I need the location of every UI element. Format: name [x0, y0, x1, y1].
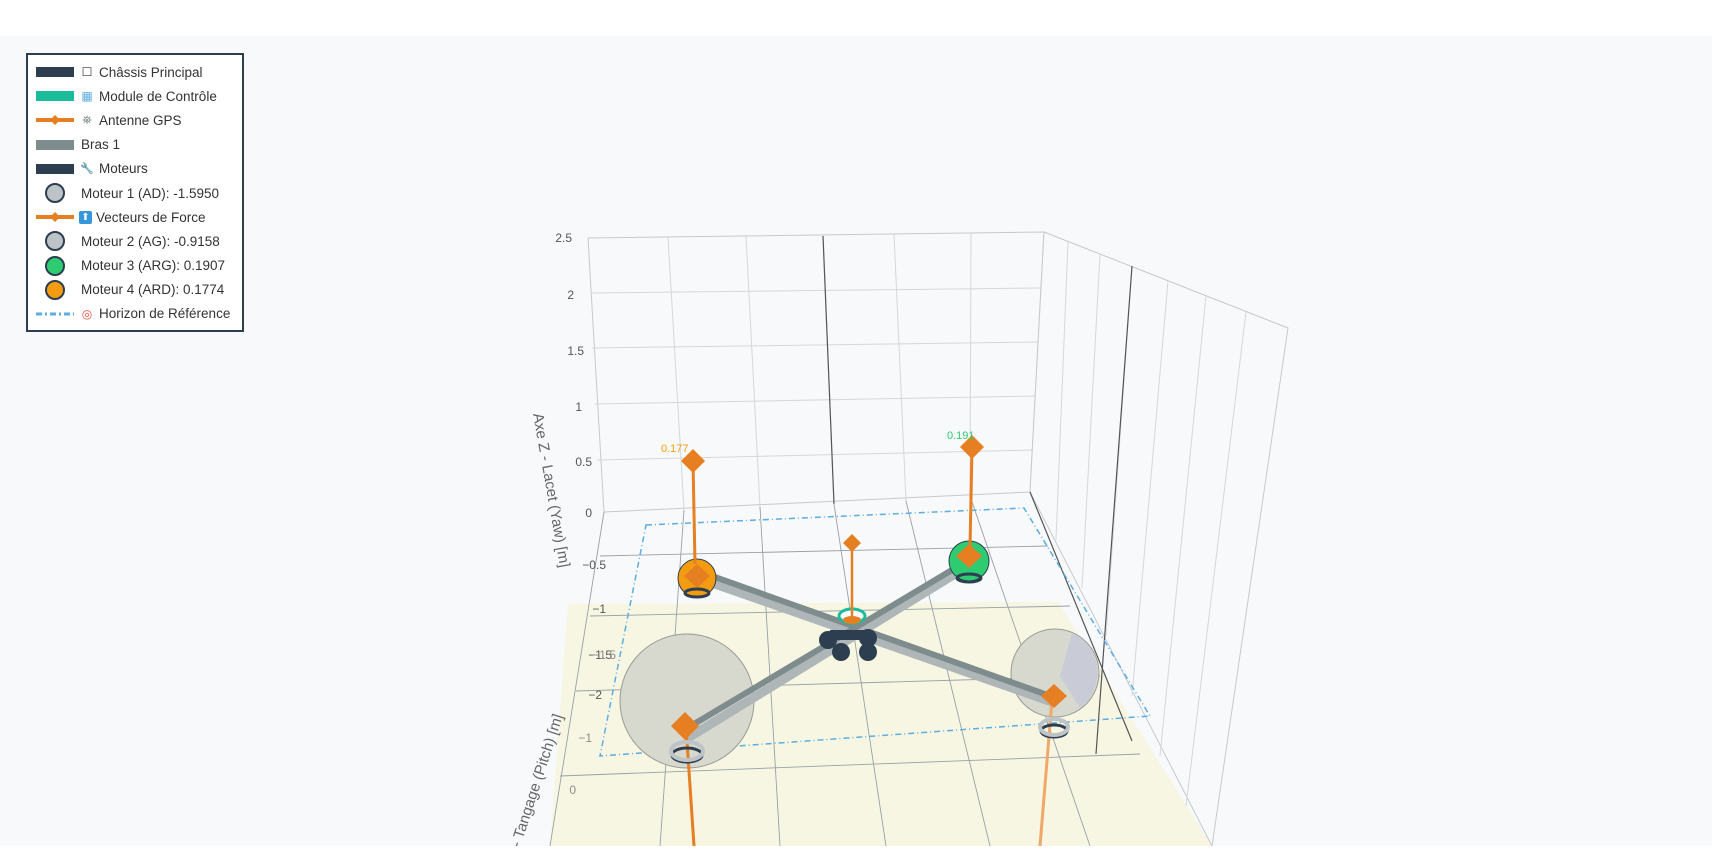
- force-vector-motor-2: [684, 725, 696, 846]
- z-tick: −1.5: [588, 648, 612, 662]
- legend-symbol: [45, 255, 65, 276]
- legend-item[interactable]: Bras 1: [28, 133, 242, 157]
- legend-label: Moteurs: [99, 161, 148, 177]
- legend-label: Moteur 4 (ARD): 0.1774: [81, 282, 225, 298]
- z-tick: 0.5: [575, 455, 592, 469]
- motor-4-value-label: 0.177: [661, 443, 689, 455]
- arrow-up-icon: ⬆: [79, 210, 92, 224]
- legend-symbol: [36, 67, 74, 78]
- grid-icon: ▦: [81, 89, 93, 104]
- chassis-body: [830, 630, 866, 640]
- y-tick: −1.5: [592, 648, 616, 662]
- legend-label: Moteur 3 (ARG): 0.1907: [81, 258, 226, 274]
- legend-label: Antenne GPS: [99, 112, 182, 128]
- force-vector-motor-3-tip[interactable]: [960, 435, 984, 459]
- motor-1-marker[interactable]: [1041, 684, 1067, 708]
- chassis-motor-mount: [859, 643, 877, 661]
- motor-3-base: [955, 572, 983, 584]
- arm-rear-right-shadow: [685, 562, 971, 742]
- legend-item[interactable]: Moteur 2 (AG): -0.9158: [28, 229, 242, 253]
- z-axis-ticks: 2.5 2 1.5 1 0.5 0 −0.5 −1 −1.5 −2: [555, 231, 612, 702]
- legend-symbol: [45, 231, 65, 252]
- z-tick: 2: [567, 288, 574, 302]
- target-icon: ◎: [81, 306, 93, 321]
- legend-item[interactable]: Moteur 1 (AD): -1.5950: [28, 181, 242, 205]
- legend-symbol: [36, 115, 74, 126]
- legend-symbol: [45, 279, 65, 300]
- legend-label: Horizon de Référence: [99, 306, 231, 322]
- legend-item[interactable]: 🔧 Moteurs: [28, 157, 242, 181]
- legend-label: Moteur 2 (AG): -0.9158: [81, 233, 220, 249]
- 3d-plot-area[interactable]: 2.5 2 1.5 1 0.5 0 −0.5 −1 −1.5 −2 −1.5 −…: [0, 36, 1712, 846]
- control-module-core: [843, 616, 861, 624]
- z-axis-title: Axe Z - Lacet (Yaw) [m]: [529, 412, 573, 569]
- legend-symbol: [36, 91, 74, 102]
- square-outline-icon: ☐: [81, 65, 93, 80]
- legend-item[interactable]: ⬆ Vecteurs de Force: [28, 205, 242, 229]
- force-vector-motor-4: [691, 461, 697, 565]
- force-vector-motor-3: [968, 447, 974, 549]
- drone-3d-scene[interactable]: 2.5 2 1.5 1 0.5 0 −0.5 −1 −1.5 −2 −1.5 −…: [0, 36, 1712, 846]
- motor-3-value-label: 0.191: [947, 430, 975, 442]
- legend-label: Bras 1: [81, 137, 121, 153]
- legend-label: Châssis Principal: [99, 64, 203, 80]
- legend-item[interactable]: ☐ Châssis Principal: [28, 60, 242, 84]
- legend-symbol: [36, 139, 74, 150]
- motor-3-marker[interactable]: [956, 544, 982, 568]
- legend-item[interactable]: Moteur 4 (ARD): 0.1774: [28, 278, 242, 302]
- chassis-motor-mount: [819, 631, 837, 649]
- chassis-motor-mount: [859, 629, 877, 647]
- y-axis-ticks: −1.5 −1 0: [569, 648, 616, 797]
- motor-1-disc-shade: [1060, 633, 1098, 708]
- legend-symbol: [36, 212, 74, 223]
- z-tick: 1.5: [567, 344, 584, 358]
- legend-label: Moteur 1 (AD): -1.5950: [81, 185, 220, 201]
- z-tick: −0.5: [582, 558, 606, 572]
- legend-symbol: [36, 163, 74, 174]
- motor-4-marker[interactable]: [684, 564, 710, 588]
- back-wall-vertical-axis: [822, 235, 835, 505]
- motor-2-marker[interactable]: [671, 712, 699, 740]
- z-tick: −1: [592, 602, 606, 616]
- wrench-icon: 🔧: [80, 163, 94, 176]
- legend-symbol: [36, 312, 74, 316]
- legend-item[interactable]: Moteur 3 (ARG): 0.1907: [28, 254, 242, 278]
- legend-item[interactable]: ◎ Horizon de Référence: [28, 302, 242, 326]
- right-wall-grid: [1029, 231, 1289, 846]
- z-tick: −2: [588, 688, 602, 702]
- legend-label: Module de Contrôle: [99, 88, 217, 104]
- gps-antenna-marker[interactable]: [843, 534, 861, 552]
- satellite-icon: ⛯: [82, 112, 92, 127]
- z-tick: 2.5: [555, 231, 572, 245]
- legend: ☐ Châssis Principal ▦ Module de Contrôle…: [26, 53, 244, 333]
- right-wall-axis-2: [1029, 491, 1133, 742]
- force-vector-motor-4-tip[interactable]: [681, 449, 705, 473]
- z-tick: 1: [575, 400, 582, 414]
- legend-item[interactable]: ⛯ Antenne GPS: [28, 108, 242, 132]
- chassis-motor-mount: [832, 643, 850, 661]
- motor-2-ring: [669, 740, 705, 762]
- y-tick: 0: [569, 783, 576, 797]
- reference-horizon: [599, 507, 1152, 757]
- motor-1-ring: [1038, 717, 1070, 737]
- legend-label: Vecteurs de Force: [96, 209, 206, 225]
- legend-symbol: [45, 183, 65, 204]
- back-wall-grid: [587, 231, 1045, 513]
- y-tick: −1: [578, 731, 592, 745]
- motor-4-base: [683, 587, 711, 599]
- legend-item[interactable]: ▦ Module de Contrôle: [28, 84, 242, 108]
- z-tick: 0: [585, 506, 592, 520]
- right-wall-axis: [1095, 265, 1133, 755]
